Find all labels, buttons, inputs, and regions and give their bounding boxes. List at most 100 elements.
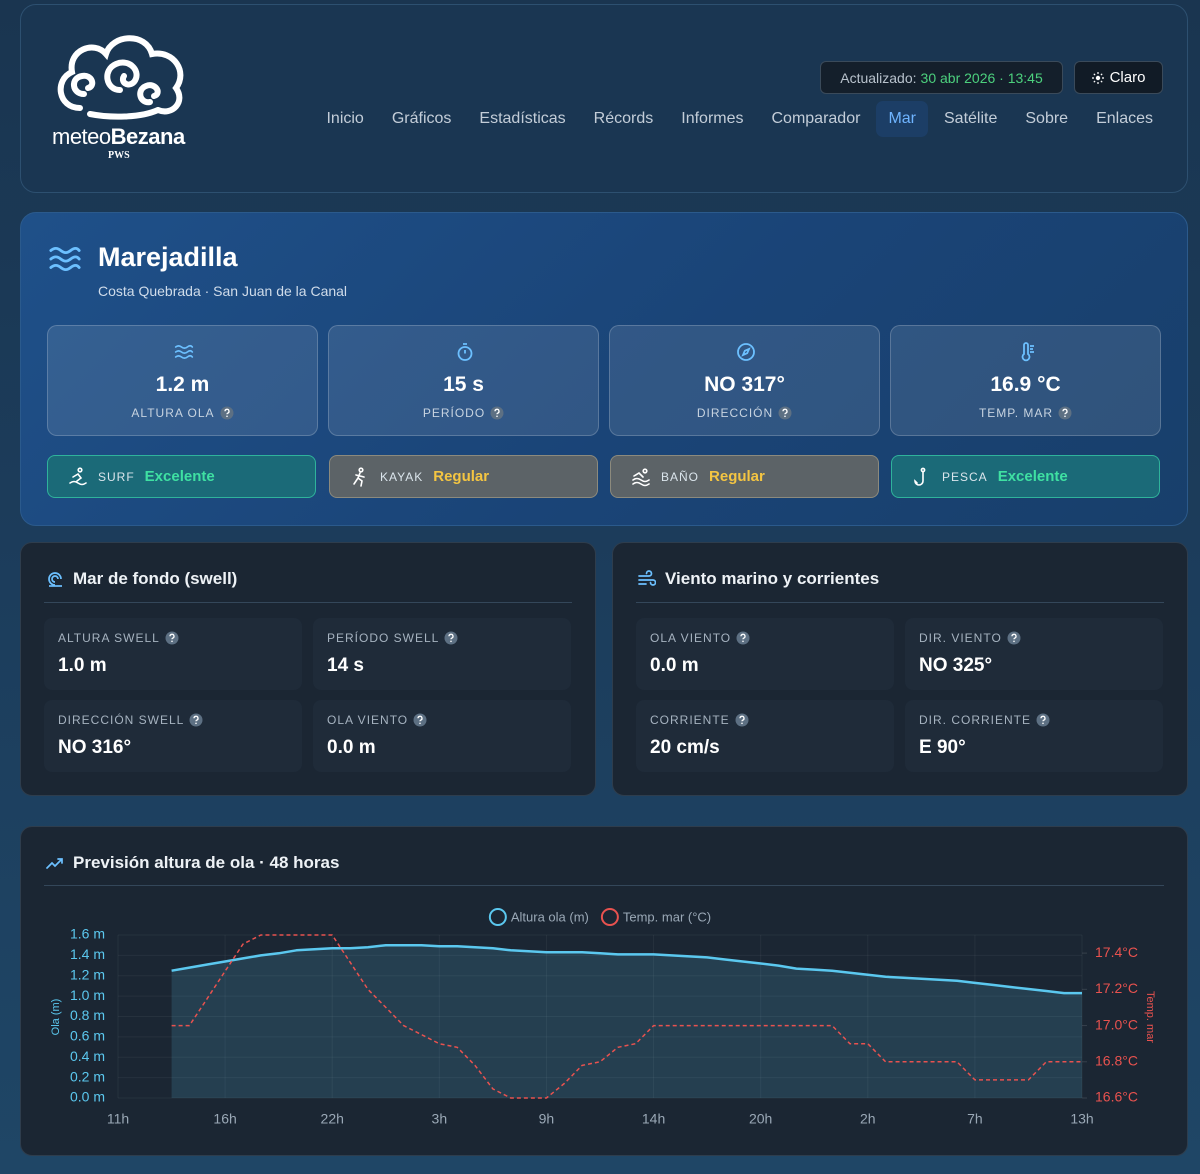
nav-item[interactable]: Inicio (326, 110, 364, 127)
stat-label-row: TEMP. MAR (891, 406, 1160, 420)
line (171, 934, 1082, 1099)
metric-label: OLA VIENTO (650, 631, 732, 645)
x-tick-label: 3h (432, 1111, 448, 1127)
stat-icon (1021, 342, 1034, 362)
metric-label: PERÍODO SWELL (327, 631, 440, 645)
metric: DIR. VIENTO NO 325° (905, 618, 1163, 690)
panel-title: Previsión altura de ola · 48 horas (73, 853, 340, 872)
x-tick-label: 11h (107, 1111, 129, 1127)
metric-label: CORRIENTE (650, 713, 730, 727)
activity-name: SURF (98, 469, 135, 484)
activity-icon (353, 466, 365, 487)
metric-label-row: OLA VIENTO (650, 631, 750, 645)
nav-item[interactable]: Enlaces (1096, 110, 1153, 127)
metric-value: 0.0 m (650, 655, 699, 676)
metric: OLA VIENTO 0.0 m (313, 700, 571, 772)
updated-value: 30 abr 2026 · 13:45 (920, 69, 1043, 86)
forecast-chart: 0.0 m 0.2 m 0.4 m 0.6 m 0.8 m 1.0 m 1.2 m 1.4 m… (50, 908, 1156, 1127)
y-tick-label: 1.2 m (70, 966, 105, 982)
panel-title: Viento marino y corrientes (665, 569, 880, 588)
forecast-card: Previsión altura de ola · 48 horas (20, 826, 1188, 1156)
y2-tick-label: 17.4°C (1095, 944, 1138, 960)
metric-label-row: DIRECCIÓN SWELL (58, 713, 203, 727)
stat-card: 15 s PERÍODO (328, 325, 599, 436)
help-icon[interactable] (735, 713, 749, 727)
y-tick-label: 0.4 m (70, 1048, 105, 1064)
stat-icon (457, 343, 473, 361)
sun-icon (1091, 71, 1104, 84)
help-icon[interactable] (490, 406, 504, 420)
help-icon[interactable] (736, 631, 750, 645)
metric: PERÍODO SWELL 14 s (313, 618, 571, 690)
nav-item[interactable]: Comparador (771, 110, 861, 127)
y-tick-label: 0.8 m (70, 1007, 105, 1023)
stat-card: 1.2 m ALTURA OLA (47, 325, 318, 436)
help-icon[interactable] (1058, 406, 1072, 420)
divider (44, 885, 1164, 886)
stat-icon (737, 343, 755, 361)
activity-pill: BAÑO Regular (610, 455, 879, 498)
x-tick-label: 7h (967, 1111, 983, 1127)
metric-label-row: PERÍODO SWELL (327, 631, 458, 645)
help-icon[interactable] (444, 631, 458, 645)
x-tick-label: 14h (642, 1111, 665, 1127)
stat-label-row: ALTURA OLA (48, 406, 317, 420)
header-card (20, 4, 1188, 193)
activity-rating: Excelente (144, 468, 215, 485)
help-icon[interactable] (165, 631, 179, 645)
metric-label-row: DIR. VIENTO (919, 631, 1021, 645)
stat-label-row: PERÍODO (329, 406, 598, 420)
divider (636, 602, 1164, 603)
hero-icon (48, 242, 82, 276)
area (171, 945, 1083, 1098)
panel-icon (46, 858, 63, 869)
activity-pill: PESCA Excelente (891, 455, 1160, 498)
y-tick-label: 0.2 m (70, 1068, 105, 1084)
hero-subtitle: Costa Quebrada · San Juan de la Canal (98, 283, 348, 299)
stat-value: 15 s (443, 373, 484, 396)
metric-label: DIR. VIENTO (919, 631, 1002, 645)
nav-item[interactable]: Récords (593, 110, 654, 127)
y-tick-label: 1.6 m (70, 926, 105, 942)
activity-rating: Regular (433, 468, 490, 485)
stat-value: 16.9 °C (990, 373, 1061, 396)
help-icon[interactable] (1036, 713, 1050, 727)
theme-button[interactable]: Claro (1074, 61, 1163, 94)
legend-swatch (488, 908, 507, 926)
help-icon[interactable] (1007, 631, 1021, 645)
nav-item[interactable]: Estadísticas (479, 110, 566, 127)
nav-item[interactable]: Satélite (944, 110, 998, 127)
updated-label: Actualizado: (840, 69, 917, 86)
metric-label-row: ALTURA SWELL (58, 631, 179, 645)
stat-icon (174, 342, 194, 362)
stat-label-row: DIRECCIÓN (610, 406, 879, 420)
metric-label-row: CORRIENTE (650, 713, 749, 727)
help-icon[interactable] (189, 713, 203, 727)
metric-value: NO 316° (58, 737, 132, 758)
metric-label: DIRECCIÓN SWELL (58, 713, 185, 727)
activity-pill: KAYAK Regular (329, 455, 598, 498)
metric: DIR. CORRIENTE E 90° (905, 700, 1163, 772)
help-icon[interactable] (413, 713, 427, 727)
divider (44, 602, 572, 603)
x-tick-label: 20h (749, 1111, 772, 1127)
hero-title: Marejadilla (98, 242, 238, 272)
y-tick-label: 0.6 m (70, 1028, 105, 1044)
nav-item[interactable]: Gráficos (391, 110, 452, 127)
x-tick-label: 13h (1070, 1111, 1093, 1127)
help-icon[interactable] (220, 406, 234, 420)
nav-item[interactable]: Sobre (1025, 110, 1069, 127)
metric-label-row: OLA VIENTO (327, 713, 427, 727)
logo-suffix: Bezana (110, 124, 186, 149)
nav-item[interactable]: Mar (876, 101, 928, 137)
panel-title: Mar de fondo (swell) (73, 569, 238, 588)
x-tick-label: 22h (321, 1111, 344, 1127)
nav-item[interactable]: Informes (681, 110, 744, 127)
stat-label: PERÍODO (422, 406, 486, 420)
activity-name: PESCA (942, 469, 988, 484)
metric-value: 1.0 m (58, 655, 107, 676)
help-icon[interactable] (778, 406, 792, 420)
theme-label: Claro (1109, 69, 1146, 86)
